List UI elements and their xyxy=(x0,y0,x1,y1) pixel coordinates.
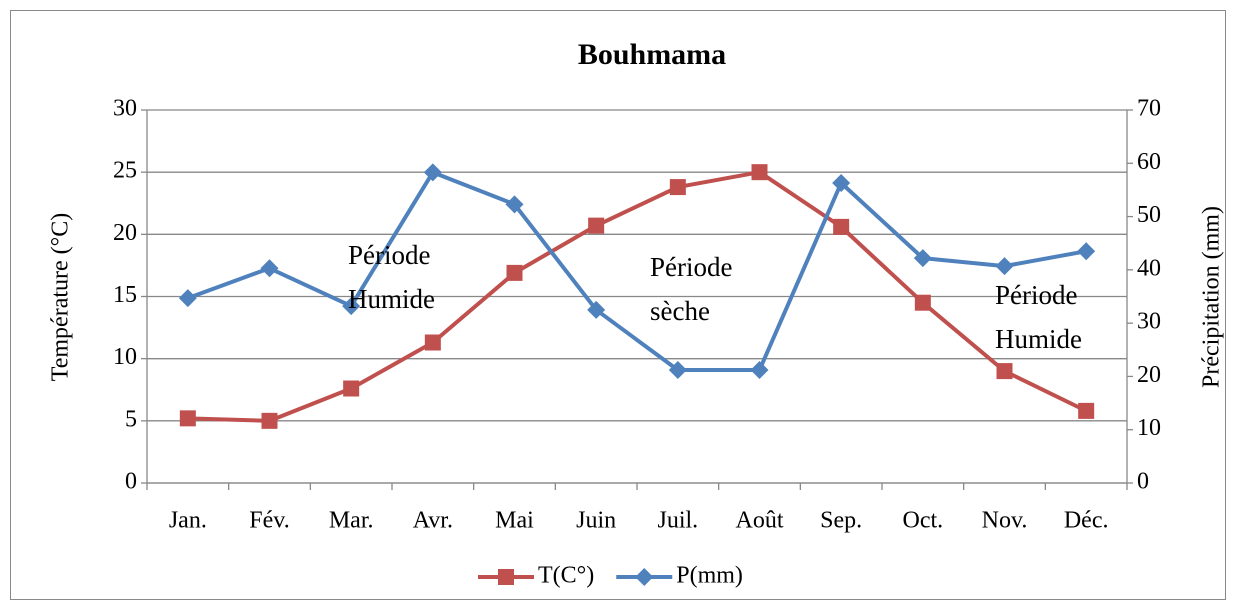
x-tick-label: Mai xyxy=(495,508,534,534)
point xyxy=(751,164,768,181)
x-tick-label: Fév. xyxy=(249,508,289,534)
y2-tick-label: 40 xyxy=(1137,255,1161,281)
x-tick-label: Mar. xyxy=(329,508,374,534)
y-tick-label: 5 xyxy=(125,406,137,432)
x-tick-label: Oct. xyxy=(903,508,944,534)
point xyxy=(506,264,523,281)
y-tick-label: 25 xyxy=(113,158,137,184)
y2-tick-label: 10 xyxy=(1137,415,1161,441)
x-tick-label: Juin xyxy=(576,508,616,534)
line-series xyxy=(187,170,1088,423)
chart-title: Bouhmama xyxy=(578,38,726,71)
y-tick-label: 30 xyxy=(113,96,137,122)
y-tick-label: 0 xyxy=(125,469,137,495)
x-tick-label: Août xyxy=(736,508,784,534)
y2-tick-label: 70 xyxy=(1137,96,1161,122)
point xyxy=(588,217,605,234)
y2-tick-label: 30 xyxy=(1137,309,1161,335)
point xyxy=(178,289,197,308)
x-tick-label: Nov. xyxy=(982,508,1028,534)
legend-label: P(mm) xyxy=(676,563,743,589)
annotation: Période xyxy=(348,240,430,270)
annotation: Période xyxy=(995,280,1077,310)
x-tick-label: Sep. xyxy=(820,508,862,534)
point xyxy=(260,259,279,278)
x-tick-label: Juil. xyxy=(657,508,698,534)
point xyxy=(1077,242,1096,261)
point xyxy=(914,294,931,311)
y-tick-label: 10 xyxy=(113,344,137,370)
point xyxy=(750,361,769,380)
x-tick-label: Déc. xyxy=(1064,508,1109,534)
point xyxy=(1078,402,1095,419)
legend-label: T(C°) xyxy=(538,563,594,589)
point xyxy=(669,179,686,196)
y2-tick-label: 50 xyxy=(1137,202,1161,228)
point xyxy=(995,257,1014,276)
y-axis-label: Température (°C) xyxy=(48,213,74,382)
point xyxy=(424,334,441,351)
point xyxy=(587,300,606,319)
y-tick-label: 20 xyxy=(113,220,137,246)
point xyxy=(179,410,196,427)
y2-axis-label: Précipitation (mm) xyxy=(1199,206,1225,388)
x-tick-label: Jan. xyxy=(169,508,207,534)
point xyxy=(342,297,361,316)
annotation: Période xyxy=(650,252,732,282)
annotation: Humide xyxy=(348,284,435,314)
point xyxy=(832,174,851,193)
point xyxy=(505,195,524,214)
line-series xyxy=(187,170,1087,373)
annotation: sèche xyxy=(650,296,710,326)
point xyxy=(423,163,442,182)
point xyxy=(913,249,932,268)
legend-marker xyxy=(635,568,654,586)
legend-marker xyxy=(498,569,514,585)
point xyxy=(668,361,687,380)
chart-border xyxy=(10,10,1226,600)
y2-tick-label: 20 xyxy=(1137,362,1161,388)
point xyxy=(833,218,850,235)
point xyxy=(261,412,278,429)
point xyxy=(996,363,1013,380)
y2-tick-label: 60 xyxy=(1137,149,1161,175)
point xyxy=(343,380,360,397)
y-tick-label: 15 xyxy=(113,282,137,308)
annotation: Humide xyxy=(995,324,1082,354)
x-tick-label: Avr. xyxy=(413,508,453,534)
y2-tick-label: 0 xyxy=(1137,469,1149,495)
